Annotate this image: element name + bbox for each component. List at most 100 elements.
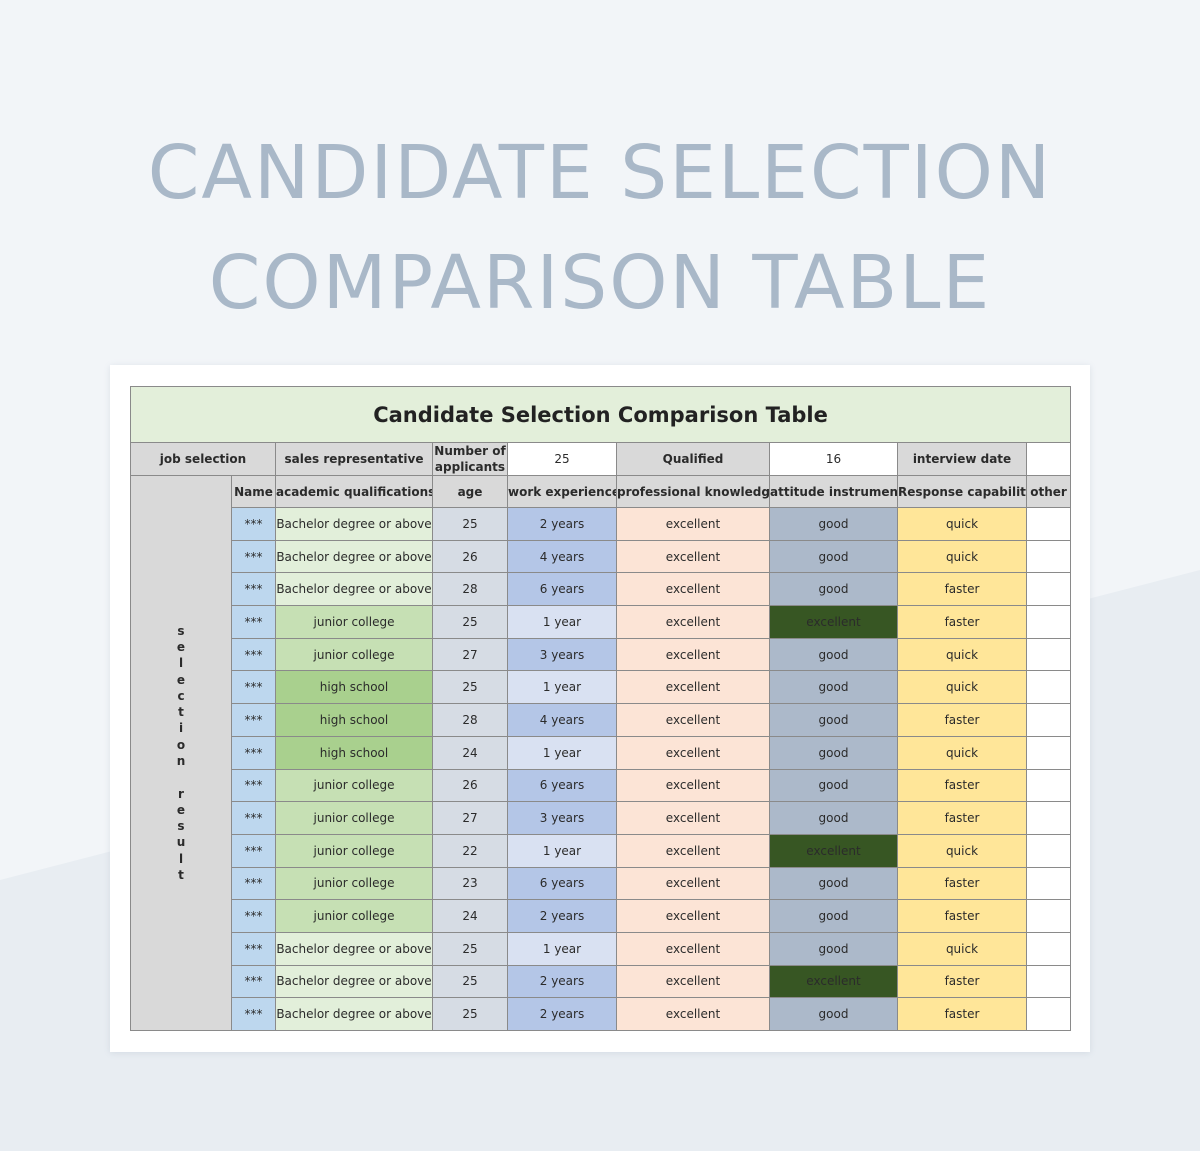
qualified-value: 16 [769, 442, 898, 476]
cell-response-capability: quick [897, 735, 1027, 770]
job-value: sales representative [275, 442, 433, 476]
cell-other [1025, 997, 1072, 1031]
side-label-char: s [177, 819, 185, 834]
cell-response-capability: quick [897, 670, 1027, 705]
cell-name: *** [231, 637, 276, 672]
side-label-char: r [178, 786, 184, 801]
cell-response-capability: faster [897, 866, 1027, 901]
side-label-char: s [177, 623, 185, 638]
cell-work-experience: 1 year [507, 735, 617, 770]
cell-response-capability: faster [897, 768, 1027, 803]
header-attitude-instrument: attitude instrument [769, 475, 898, 508]
cell-work-experience: 6 years [507, 768, 617, 803]
cell-other [1025, 833, 1072, 868]
cell-professional-knowledge: excellent [616, 997, 770, 1031]
cell-other [1025, 507, 1072, 541]
cell-academic-qualification: Bachelor degree or above [275, 964, 433, 999]
qualified-label: Qualified [616, 442, 770, 476]
side-label-char: u [176, 835, 186, 850]
cell-work-experience: 1 year [507, 670, 617, 705]
info-row: job selection sales representative Numbe… [130, 442, 1072, 476]
side-label-char: n [176, 754, 186, 768]
header-work-experience: work experience [507, 475, 617, 508]
cell-other [1025, 637, 1072, 672]
cell-work-experience: 3 years [507, 801, 617, 835]
cell-age: 23 [432, 866, 508, 901]
cell-attitude-instrument: good [769, 670, 898, 705]
cell-work-experience: 6 years [507, 572, 617, 607]
table-row: *** junior college 25 1 year excellent excell… [131, 605, 1072, 639]
cell-attitude-instrument: good [769, 899, 898, 933]
cell-age: 25 [432, 605, 508, 639]
cell-attitude-instrument: good [769, 703, 898, 737]
cell-attitude-instrument: excellent [769, 964, 898, 999]
cell-response-capability: faster [897, 572, 1027, 607]
job-selection-label: job selection [130, 442, 276, 476]
page-title-line-2: COMPARISON TABLE [208, 240, 992, 326]
cell-age: 22 [432, 833, 508, 868]
side-label-char: t [178, 705, 184, 720]
cell-response-capability: faster [897, 801, 1027, 835]
cell-other [1025, 572, 1072, 607]
cell-academic-qualification: Bachelor degree or above [275, 572, 433, 607]
cell-attitude-instrument: good [769, 637, 898, 672]
cell-other [1025, 539, 1072, 574]
cell-academic-qualification: Bachelor degree or above [275, 997, 433, 1031]
cell-response-capability: quick [897, 507, 1027, 541]
interview-date-value [1025, 442, 1072, 476]
table-row: *** Bachelor degree or above 25 2 years exce… [131, 507, 1072, 541]
cell-age: 28 [432, 703, 508, 737]
cell-professional-knowledge: excellent [616, 507, 770, 541]
cell-professional-knowledge: excellent [616, 931, 770, 966]
cell-professional-knowledge: excellent [616, 833, 770, 868]
cell-age: 26 [432, 539, 508, 574]
cell-age: 25 [432, 507, 508, 541]
comparison-table: Candidate Selection Comparison Table job… [129, 386, 1072, 1031]
cell-name: *** [231, 605, 276, 639]
cell-professional-knowledge: excellent [616, 605, 770, 639]
cell-work-experience: 2 years [507, 964, 617, 999]
cell-academic-qualification: high school [275, 670, 433, 705]
cell-age: 25 [432, 964, 508, 999]
cell-response-capability: quick [897, 833, 1027, 868]
side-label-char: e [176, 672, 186, 687]
table-row: *** high school 25 1 year excellent good quick [131, 670, 1072, 705]
cell-name: *** [231, 964, 276, 999]
cell-work-experience: 3 years [507, 637, 617, 672]
cell-academic-qualification: junior college [275, 899, 433, 933]
cell-attitude-instrument: good [769, 507, 898, 541]
cell-name: *** [231, 833, 276, 868]
cell-name: *** [231, 703, 276, 737]
cell-age: 24 [432, 899, 508, 933]
table-row: *** high school 24 1 year excellent good quick [131, 735, 1072, 770]
cell-attitude-instrument: good [769, 931, 898, 966]
cell-name: *** [231, 572, 276, 607]
side-label-char: o [176, 737, 186, 752]
cell-other [1025, 670, 1072, 705]
cell-attitude-instrument: good [769, 866, 898, 901]
table-row: *** Bachelor degree or above 26 4 years exce… [131, 539, 1072, 574]
table-row: *** high school 28 4 years excellent good fast… [131, 703, 1072, 737]
cell-work-experience: 4 years [507, 539, 617, 574]
cell-attitude-instrument: good [769, 997, 898, 1031]
cell-response-capability: quick [897, 637, 1027, 672]
cell-name: *** [231, 899, 276, 933]
cell-name: *** [231, 507, 276, 541]
cell-age: 25 [432, 997, 508, 1031]
cell-professional-knowledge: excellent [616, 899, 770, 933]
side-label-char: l [178, 656, 184, 671]
cell-name: *** [231, 801, 276, 835]
header-response-capability: Response capability [897, 475, 1027, 508]
cell-name: *** [231, 735, 276, 770]
table-row: *** Bachelor degree or above 28 6 years exce… [131, 572, 1072, 607]
cell-professional-knowledge: excellent [616, 801, 770, 835]
cell-age: 26 [432, 768, 508, 803]
cell-name: *** [231, 670, 276, 705]
cell-work-experience: 2 years [507, 507, 617, 541]
interview-date-label: interview date [897, 442, 1027, 476]
page-title: CANDIDATE SELECTION COMPARISON TABLE [0, 118, 1200, 338]
cell-professional-knowledge: excellent [616, 637, 770, 672]
cell-work-experience: 4 years [507, 703, 617, 737]
cell-work-experience: 2 years [507, 899, 617, 933]
